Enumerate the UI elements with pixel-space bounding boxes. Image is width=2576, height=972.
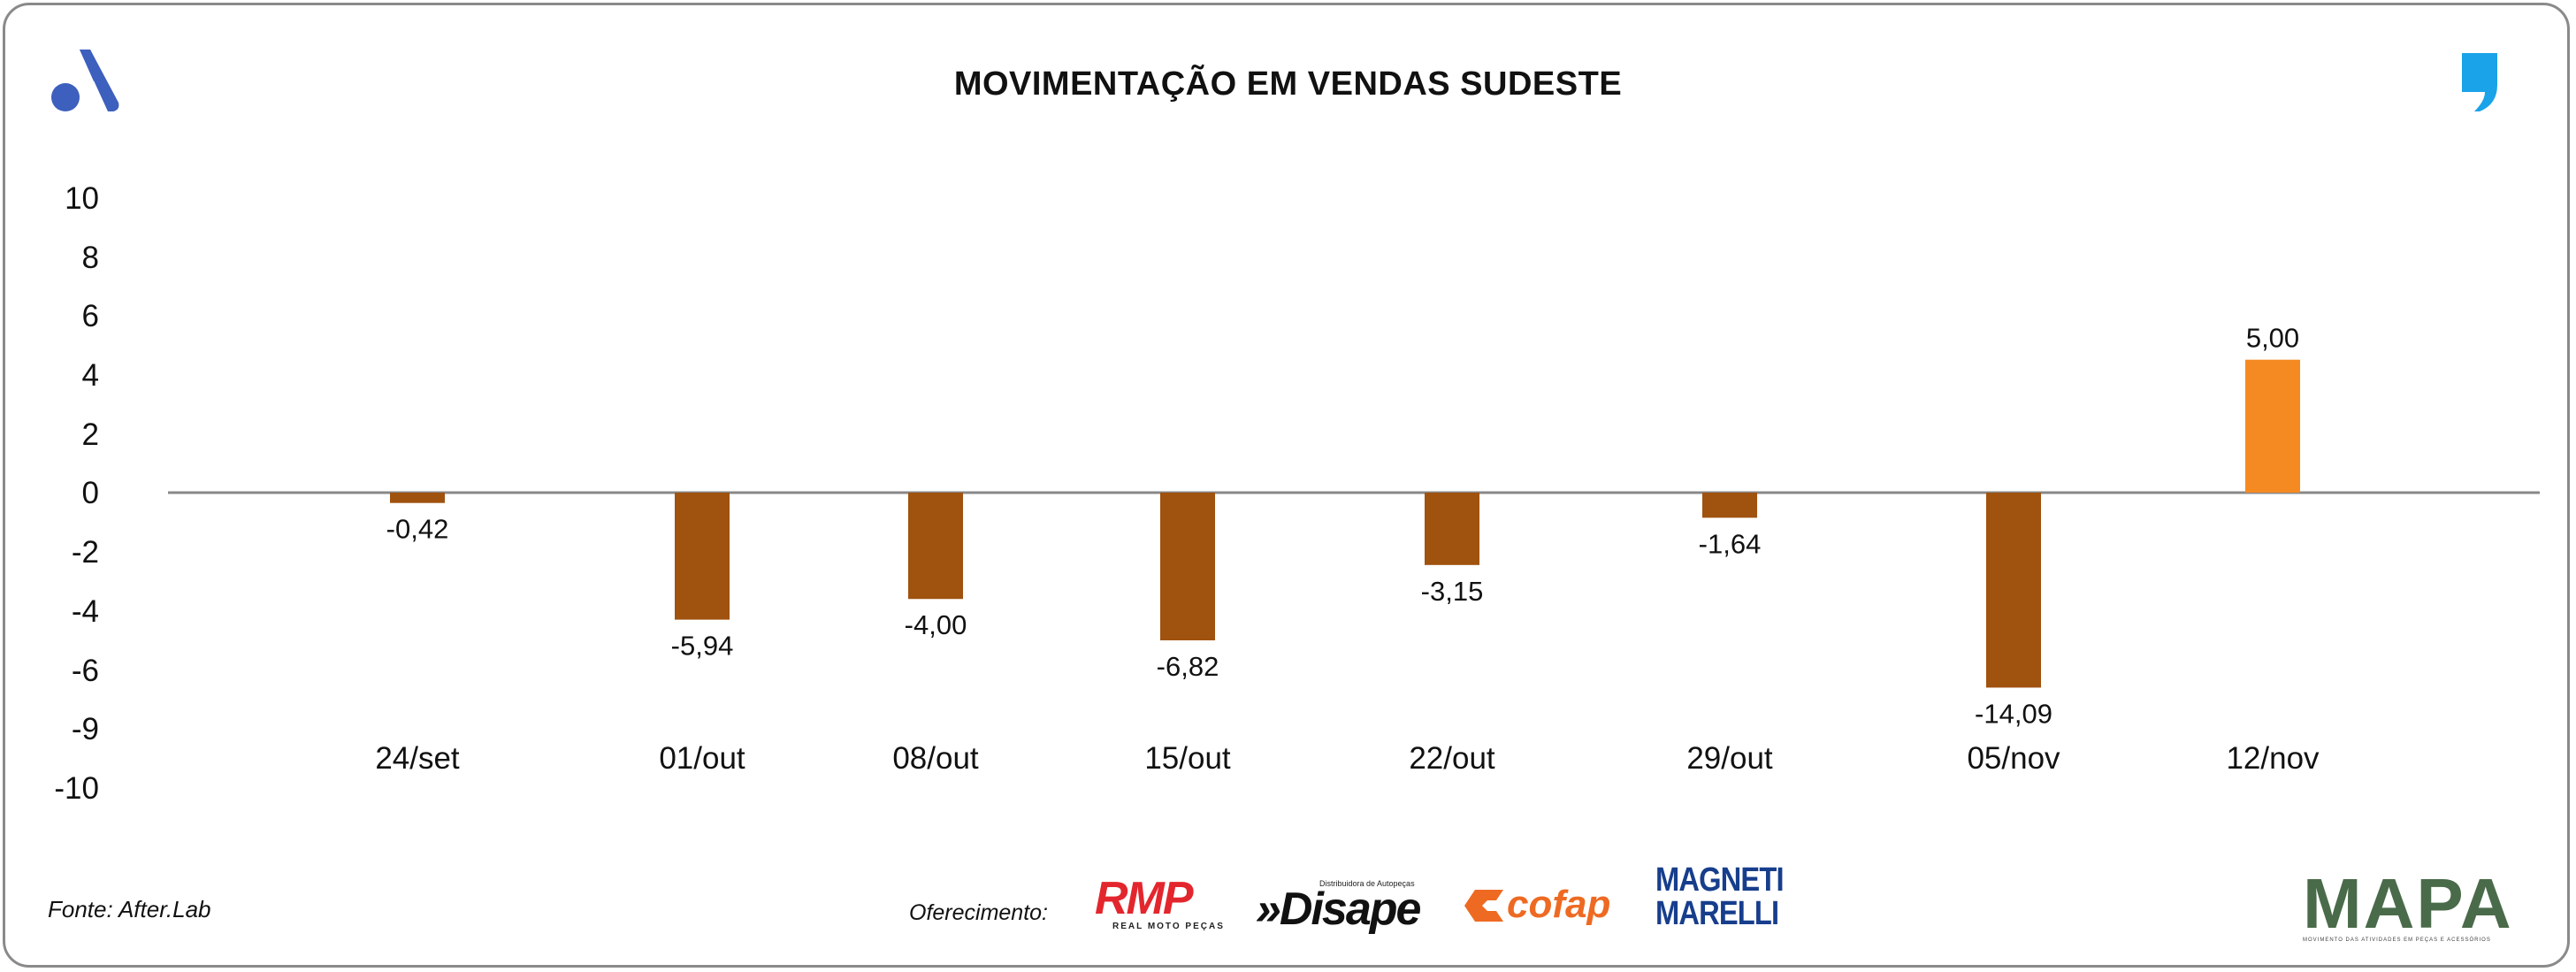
offer-label: Oferecimento: bbox=[909, 900, 1049, 925]
data-label: -6,82 bbox=[1157, 651, 1219, 682]
magneti-marelli-logo: MAGNETI MARELLI bbox=[1655, 863, 1786, 936]
y-tick-label: -10 bbox=[54, 771, 99, 806]
category-label: 05/nov bbox=[1967, 741, 2060, 776]
data-label: -3,15 bbox=[1421, 576, 1484, 607]
category-label: 24/set bbox=[375, 741, 460, 776]
data-label: -4,00 bbox=[905, 609, 967, 640]
category-label: 01/out bbox=[659, 741, 745, 776]
data-label: -0,42 bbox=[386, 514, 449, 545]
y-tick-label: -4 bbox=[72, 594, 99, 629]
magneti-logo-line2: MARELLI bbox=[1655, 895, 1779, 932]
data-labels: -0,42 -5,94 -4,00 -6,82 -3,15 -1,64 -14,09 5,00 bbox=[386, 323, 2300, 730]
cofap-logo-name: cofap bbox=[1507, 883, 1611, 926]
disape-logo-tagline: Distribuidora de Autopeças bbox=[1319, 879, 1415, 888]
cofap-logo: cofap bbox=[1463, 883, 1640, 927]
category-labels: 24/set 01/out 08/out 15/out 22/out 29/out 05/n… bbox=[375, 741, 2320, 776]
mapa-logo-name: MAPA bbox=[2303, 864, 2513, 943]
source-note: Fonte: After.Lab bbox=[48, 896, 211, 922]
bar bbox=[1702, 493, 1757, 518]
magneti-logo-line1: MAGNETI bbox=[1655, 861, 1785, 899]
bar bbox=[1425, 493, 1479, 565]
y-tick-label: 0 bbox=[82, 476, 99, 510]
bar bbox=[908, 493, 963, 600]
y-tick-label: 8 bbox=[82, 241, 99, 275]
rmp-logo-name: RMP bbox=[1095, 873, 1194, 924]
y-axis-ticks: 10 8 6 4 2 0 -2 -4 -6 -9 -10 bbox=[54, 181, 99, 806]
bar bbox=[675, 493, 730, 620]
brand-quote-icon bbox=[2458, 51, 2501, 113]
y-tick-label: -9 bbox=[72, 712, 99, 746]
disape-logo: Distribuidora de Autopeças »Disape bbox=[1256, 876, 1433, 938]
bars bbox=[390, 359, 2300, 688]
data-label: -5,94 bbox=[671, 631, 734, 662]
data-label: -14,09 bbox=[1975, 698, 2052, 729]
data-label: -1,64 bbox=[1699, 528, 1762, 559]
category-label: 12/nov bbox=[2226, 741, 2320, 776]
chart-title: MOVIMENTAÇÃO EM VENDAS SUDESTE bbox=[953, 65, 1623, 103]
cofap-mark-icon bbox=[1464, 890, 1503, 922]
y-tick-label: -2 bbox=[72, 535, 99, 570]
brand-a-icon bbox=[50, 46, 120, 113]
mapa-logo: MAPA MOVIMENTO DAS ATIVIDADES EM PEÇAS E… bbox=[2303, 864, 2513, 946]
category-label: 22/out bbox=[1409, 741, 1495, 776]
bar bbox=[2245, 359, 2300, 493]
chart-frame bbox=[3, 3, 2570, 968]
y-tick-label: 2 bbox=[82, 417, 99, 452]
y-tick-label: 10 bbox=[65, 181, 99, 216]
y-tick-label: 4 bbox=[82, 358, 99, 393]
category-label: 08/out bbox=[892, 741, 979, 776]
mapa-logo-tagline: MOVIMENTO DAS ATIVIDADES EM PEÇAS E ACES… bbox=[2303, 938, 2491, 943]
bar bbox=[390, 493, 445, 503]
data-label: 5,00 bbox=[2246, 323, 2299, 354]
disape-logo-name: »Disape bbox=[1256, 884, 1421, 935]
rmp-logo-tagline: REAL MOTO PEÇAS bbox=[1112, 922, 1225, 931]
category-label: 29/out bbox=[1686, 741, 1773, 776]
bar bbox=[1986, 493, 2041, 688]
category-label: 15/out bbox=[1144, 741, 1231, 776]
y-tick-label: 6 bbox=[82, 299, 99, 333]
rmp-logo: RMP REAL MOTO PEÇAS bbox=[1095, 876, 1229, 938]
bar bbox=[1160, 493, 1215, 640]
y-tick-label: -6 bbox=[72, 654, 99, 688]
